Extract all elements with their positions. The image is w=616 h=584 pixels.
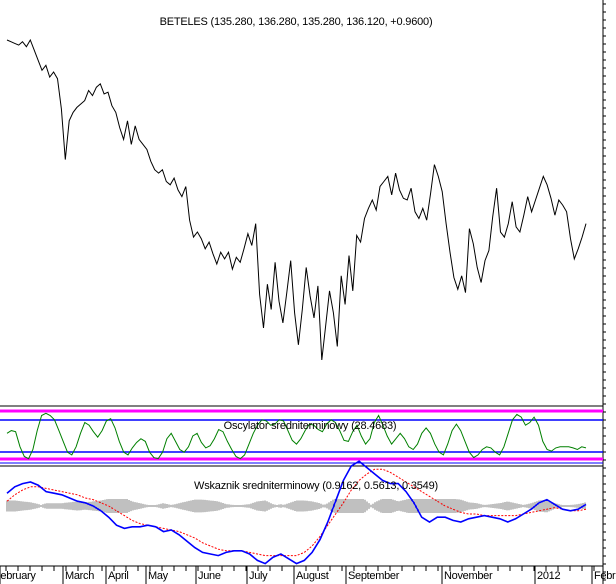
oscillator-panel-title: Oscylator sredniterminowy (28.4683)	[224, 420, 397, 432]
indicator-panel-title: Wskaznik sredniterminowy (0.9162, 0.5613…	[194, 480, 438, 492]
x-axis-tick-label: 2012	[537, 570, 560, 582]
price-panel: BETELES (135.280, 136.280, 135.280, 136.…	[6, 16, 587, 361]
x-axis-tick-label: September	[348, 570, 400, 582]
price-series-line	[6, 38, 587, 361]
x-axis-tick-label: May	[148, 570, 169, 582]
right-axis-ticks	[603, 3, 606, 581]
indicator-main-line	[6, 460, 587, 565]
x-axis-tick-label: June	[198, 570, 221, 582]
oscillator-series-line	[6, 412, 587, 460]
x-axis-tick-label: August	[296, 570, 329, 582]
x-axis-tick-label: February	[594, 570, 616, 582]
x-axis-tick-label: November	[444, 570, 493, 582]
x-axis-month-ticks: February March April May June July August Septe…	[0, 566, 616, 584]
indicator-signal-line	[6, 468, 587, 557]
x-axis: February March April May June July August Septe…	[0, 565, 616, 584]
x-axis-tick-label: February	[0, 570, 36, 582]
x-axis-tick-label: July	[249, 570, 268, 582]
oscillator-panel: Oscylator sredniterminowy (28.4683)	[0, 405, 603, 464]
indicator-panel: Wskaznik sredniterminowy (0.9162, 0.5613…	[0, 460, 603, 565]
price-panel-title: BETELES (135.280, 136.280, 135.280, 136.…	[160, 16, 433, 28]
x-axis-tick-label: March	[65, 570, 94, 582]
x-axis-tick-label: April	[108, 570, 129, 582]
